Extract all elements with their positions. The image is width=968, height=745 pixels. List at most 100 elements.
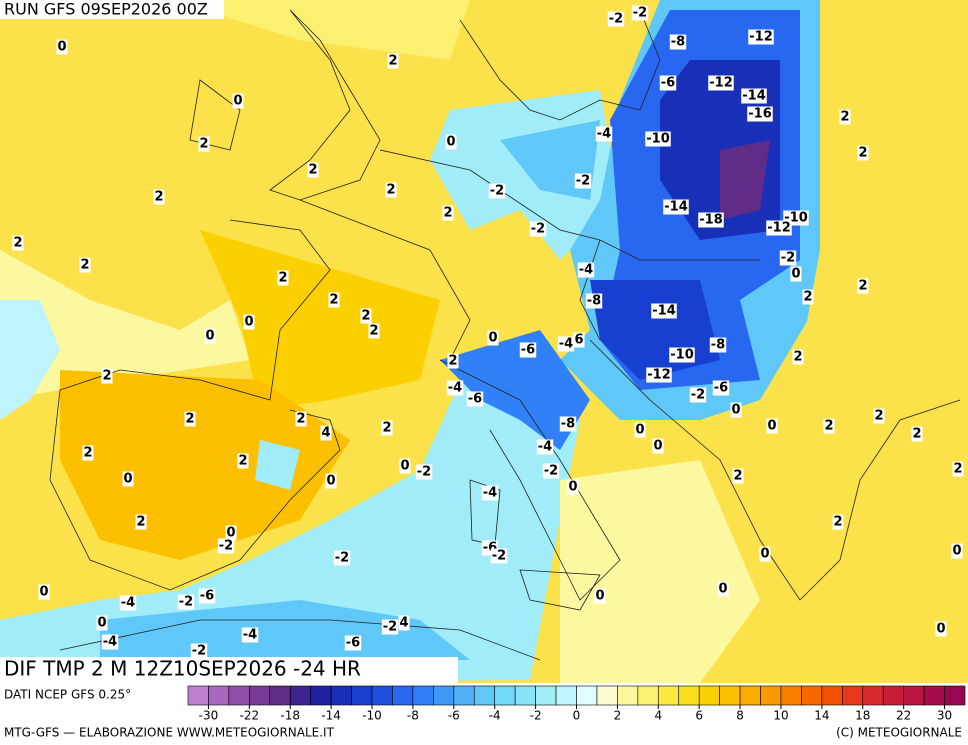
label-bg [659,75,677,91]
contour-label: -8 [587,294,601,309]
contour-label: 4 [399,616,408,631]
coastline [519,569,601,611]
color-swatch [780,685,802,706]
label-bg [802,289,814,305]
run-title: RUN GFS 09SEP2026 00Z [4,0,208,19]
contour-label: -2 [417,465,431,480]
label-bg [529,221,547,237]
label-bg [243,314,255,330]
color-swatch [657,685,680,706]
contour-label: 2 [369,324,378,339]
colorbar-tick-label: 4 [654,709,662,723]
contour-label: -2 [490,184,504,199]
contour-label: 2 [136,515,145,530]
colorbar-tick-label: -2 [530,709,542,723]
label-bg [328,292,340,308]
label-bg [198,136,210,152]
label-bg [190,643,208,659]
label-bg [607,11,625,27]
label-bg [38,584,50,600]
contour-label: 2 [953,462,962,477]
contour-label: 2 [874,409,883,424]
field-area [0,0,470,60]
label-bg [119,595,137,611]
color-swatch [862,685,884,706]
colorbar-tick-label: -10 [362,709,382,723]
label-bg [398,615,410,631]
label-bg [646,367,672,383]
contour-label: 0 [952,544,961,559]
contour-label: -4 [448,381,462,396]
label-bg [766,220,792,236]
contour-label: 2 [388,54,397,69]
contour-label: -2 [492,549,506,564]
label-bg [536,439,554,455]
contour-label: 2 [733,469,742,484]
color-swatch [330,685,352,706]
label-bg [823,418,835,434]
color-swatch [208,685,230,706]
contour-label: -12 [709,76,733,91]
label-bg [487,330,499,346]
contour-label: 2 [858,146,867,161]
contour-label: -2 [544,464,558,479]
label-bg [387,53,399,69]
colorbar-tick-label: 6 [695,709,703,723]
contour-label: 0 [57,40,66,55]
contour-label: -6 [661,76,675,91]
contour-label: 0 [718,582,727,597]
color-swatch [944,685,966,706]
label-bg [577,262,595,278]
contour-label: -2 [335,551,349,566]
contour-label: 2 [278,271,287,286]
colorbar-tick-label: -18 [280,709,300,723]
label-bg [747,106,773,122]
contour-label: 2 [382,421,391,436]
colorbar-tick-label: 2 [614,709,622,723]
colorbar-tick-label: 22 [896,709,911,723]
label-bg [669,347,695,363]
color-swatch [596,685,618,706]
label-bg [232,93,244,109]
contour-label: 0 [936,622,945,637]
label-bg [741,88,767,104]
color-swatch [289,685,311,706]
color-swatch [903,685,925,706]
contour-label: -2 [609,12,623,27]
label-bg [857,145,869,161]
coastline [459,9,661,121]
color-swatch [842,685,864,706]
label-bg [333,550,351,566]
label-bg [79,257,91,273]
field-area [0,330,580,683]
color-swatch [494,685,516,706]
colorbar-tick-label: -6 [448,709,460,723]
contour-label: -2 [531,222,545,237]
contour-label: 2 [329,293,338,308]
label-bg [732,468,744,484]
contour-label: -12 [647,368,671,383]
contour-label: 2 [833,515,842,530]
color-swatch [412,685,434,706]
color-swatch [371,685,393,706]
contour-label: 2 [361,309,370,324]
contour-label: 0 [446,135,455,150]
label-bg [574,173,592,189]
label-bg [446,380,464,396]
contour-label: -16 [748,107,772,122]
contour-label: 0 [767,419,776,434]
label-bg [12,235,24,251]
color-swatch [698,685,720,706]
contour-label: -2 [219,539,233,554]
label-bg [101,634,119,650]
label-bg [225,525,237,541]
color-swatch [249,685,271,706]
label-bg [368,323,380,339]
contour-label: 0 [226,526,235,541]
field-area [0,250,250,400]
color-swatch [269,685,291,706]
label-bg [56,39,68,55]
color-swatch [637,685,659,706]
